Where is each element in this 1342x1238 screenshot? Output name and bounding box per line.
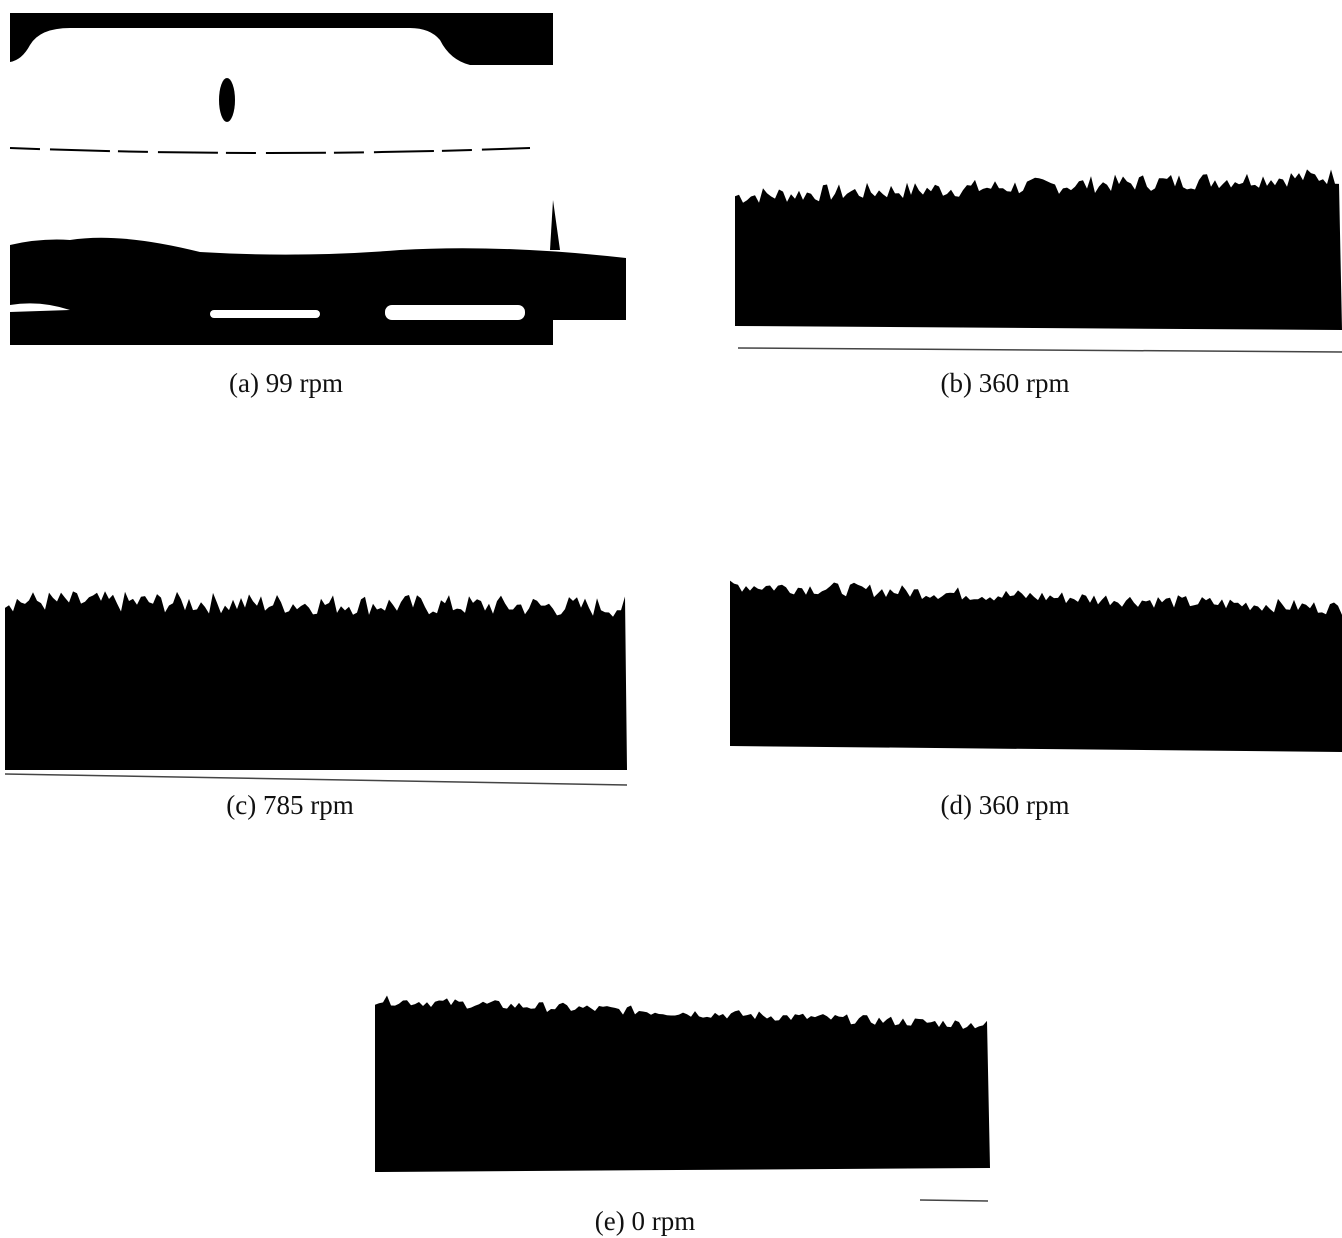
rule (738, 348, 1342, 352)
rule (920, 1200, 988, 1201)
photo-shape (385, 305, 525, 320)
panel-e-photo (375, 996, 990, 1173)
caption: (c) 785 rpm (226, 790, 353, 820)
photo-shape (10, 148, 530, 153)
page: (a) 99 rpm (b) 360 rpm (c) 785 rpm (d) 3… (0, 0, 1342, 1238)
rule (5, 774, 627, 785)
panel-a-photo (10, 13, 626, 345)
panel-b-photo (735, 169, 1342, 330)
caption: (e) 0 rpm (595, 1206, 695, 1236)
panel-d-photo (730, 581, 1342, 752)
photo-shape (10, 238, 626, 345)
photo-shape (550, 200, 560, 250)
caption: (d) 360 rpm (941, 790, 1070, 820)
caption: (b) 360 rpm (941, 368, 1070, 398)
photo-shape (210, 310, 320, 318)
figure: (a) 99 rpm (b) 360 rpm (c) 785 rpm (d) 3… (0, 0, 1342, 1238)
caption: (a) 99 rpm (229, 368, 343, 398)
panel-c-photo (5, 591, 627, 770)
photo-shape (219, 78, 235, 122)
photo-shape (10, 13, 553, 65)
